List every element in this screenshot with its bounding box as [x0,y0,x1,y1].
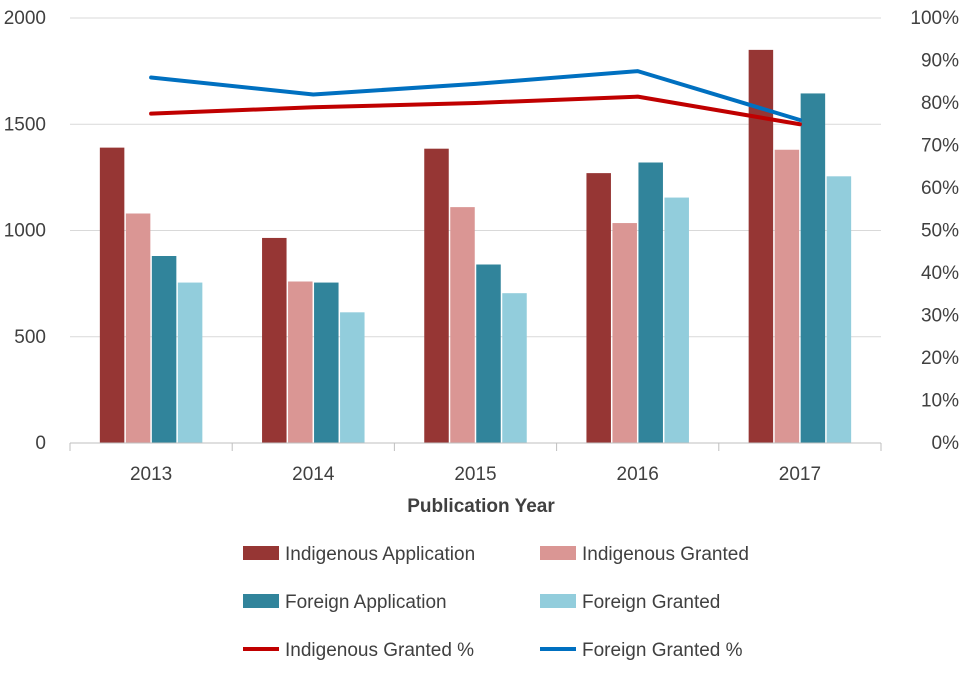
bar-foreign-granted [340,312,365,443]
left-tick-label: 1000 [4,221,46,242]
legend-label: Foreign Application [285,592,447,613]
legend-swatch [540,594,576,608]
right-tick-label: 50% [921,221,959,242]
bar-indigenous-application [99,147,125,443]
legend-swatch [540,546,576,560]
bar-indigenous-application [424,148,449,443]
bar-foreign-application [314,282,339,443]
right-tick-label: 0% [932,433,960,454]
legend-item-foreign-granted: Foreign Granted [540,592,720,613]
tick-labels: 0 500 1000 1500 2000 0% 10% 20% 30% 40% 50% 60% 70% 8… [4,8,959,485]
legend-item-indigenous-granted: Indigenous Granted [540,544,749,565]
category-label: 2017 [779,464,821,485]
bar-indigenous-granted [288,281,313,443]
bar-indigenous-application [586,173,611,443]
bar-indigenous-granted [612,223,637,443]
category-label: 2014 [292,464,335,485]
bar-foreign-application [638,162,663,443]
right-tick-label: 100% [910,8,959,29]
legend-item-indigenous-granted-pct: Indigenous Granted % [243,640,474,661]
legend-item-foreign-granted-pct: Foreign Granted % [540,640,743,661]
legend-swatch [243,546,279,560]
bar-foreign-application [151,256,177,443]
left-tick-label: 500 [14,327,46,348]
right-tick-label: 40% [921,263,959,284]
legend-item-indigenous-application: Indigenous Application [243,544,475,565]
right-tick-label: 30% [921,306,959,327]
gridlines [70,17,881,338]
bar-indigenous-granted [450,207,475,443]
legend-item-foreign-application: Foreign Application [243,592,447,613]
legend-swatch [243,594,279,608]
bar-indigenous-granted [125,213,151,443]
bar-foreign-application [800,93,826,443]
legend: Indigenous Application Indigenous Granted… [243,544,749,661]
legend-label: Foreign Granted % [582,640,743,661]
bar-indigenous-application [262,237,287,443]
left-tick-label: 2000 [4,8,46,29]
line-foreign-granted-pct [149,69,802,122]
bar-foreign-granted [826,176,852,443]
left-tick-label: 0 [35,433,46,454]
category-label: 2015 [454,464,496,485]
right-tick-label: 60% [921,178,959,199]
bar-foreign-granted [502,293,527,443]
legend-label: Indigenous Granted % [285,640,474,661]
right-tick-label: 70% [921,136,959,157]
right-tick-label: 10% [921,391,959,412]
legend-label: Indigenous Granted [582,544,749,565]
category-label: 2016 [617,464,659,485]
x-axis-title: Publication Year [407,496,555,517]
bars [99,49,852,443]
category-label: 2013 [130,464,172,485]
right-tick-label: 20% [921,348,959,369]
left-tick-label: 1500 [4,114,46,135]
bar-foreign-granted [664,197,689,443]
bar-foreign-granted [177,282,203,443]
line-indigenous-granted-pct [149,94,802,127]
legend-label: Foreign Granted [582,592,720,613]
lines [149,69,802,127]
axes [69,442,882,451]
right-tick-label: 90% [921,51,959,72]
bar-foreign-application [476,264,501,443]
right-tick-label: 80% [921,93,959,114]
bar-indigenous-granted [774,149,800,443]
legend-label: Indigenous Application [285,544,475,565]
